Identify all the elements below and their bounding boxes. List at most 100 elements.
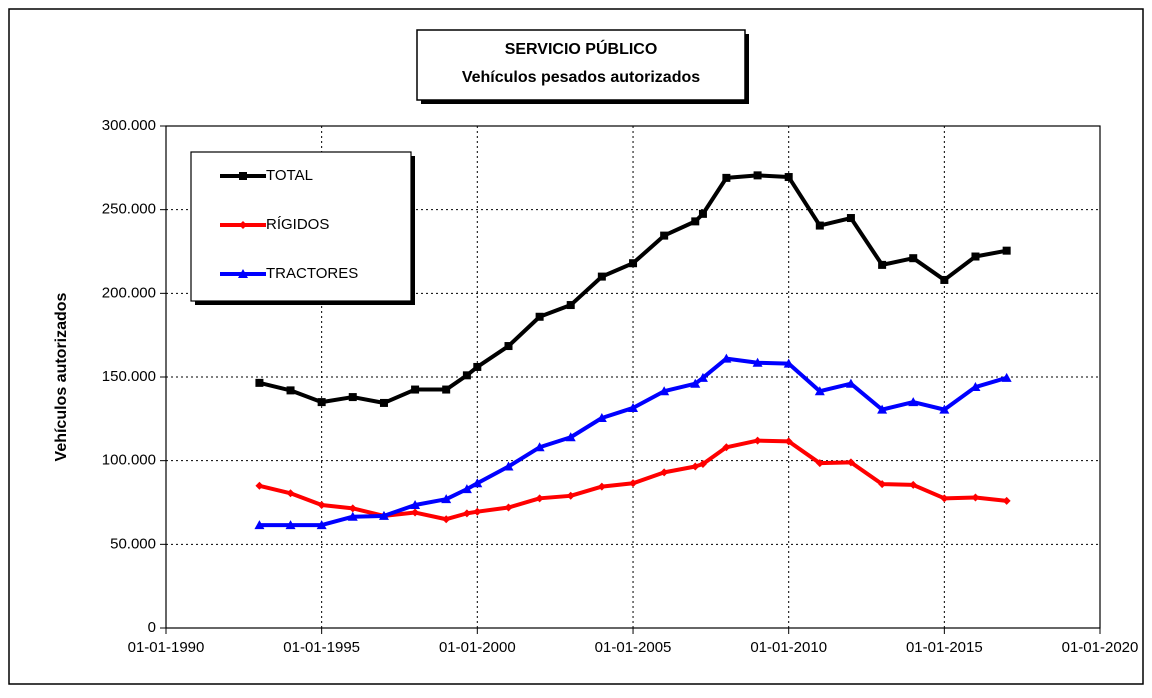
marker [909, 254, 918, 263]
marker [317, 501, 326, 510]
marker [698, 209, 707, 218]
x-tick-label: 01-01-2000 [439, 639, 516, 656]
y-tick-label: 150.000 [102, 368, 156, 385]
marker [317, 398, 326, 407]
marker [753, 436, 762, 445]
y-tick-label: 200.000 [102, 284, 156, 301]
marker [441, 494, 452, 504]
marker [878, 480, 887, 489]
marker [939, 404, 950, 414]
marker [878, 260, 887, 269]
marker [411, 385, 420, 394]
marker [721, 353, 732, 363]
x-tick-label: 01-01-1995 [283, 639, 360, 656]
marker [378, 510, 389, 520]
chart-subtitle: Vehículos pesados autorizados [462, 69, 700, 86]
marker [239, 221, 247, 229]
y-tick-label: 100.000 [102, 452, 156, 469]
title-box [416, 29, 746, 101]
y-axis-label: Vehículos autorizados [53, 292, 70, 461]
marker [784, 437, 793, 446]
marker [597, 482, 606, 491]
marker [690, 378, 701, 388]
marker [691, 217, 700, 226]
marker [1002, 496, 1011, 505]
marker [286, 386, 295, 395]
marker [566, 301, 575, 310]
marker [660, 468, 669, 477]
marker [503, 461, 514, 471]
marker [629, 479, 638, 488]
marker [535, 494, 544, 503]
marker [565, 432, 576, 442]
marker [461, 484, 472, 494]
marker [255, 481, 264, 490]
marker [698, 460, 707, 469]
legend-label: RÍGIDOS [266, 216, 329, 233]
marker [783, 358, 794, 368]
marker [238, 269, 248, 278]
marker [410, 500, 421, 510]
marker [753, 171, 762, 180]
y-tick-label: 250.000 [102, 201, 156, 218]
marker [472, 478, 483, 488]
marker [752, 357, 763, 367]
marker [348, 504, 357, 513]
marker [784, 173, 793, 182]
marker [971, 493, 980, 502]
marker [504, 342, 513, 351]
marker [629, 259, 638, 268]
marker [909, 480, 918, 489]
marker [442, 515, 451, 524]
legend-label: TOTAL [266, 167, 313, 184]
marker [504, 503, 513, 512]
marker [722, 443, 731, 452]
marker [1002, 246, 1011, 255]
marker [815, 221, 824, 230]
plot-border [165, 125, 1101, 629]
marker [254, 520, 265, 530]
marker [411, 508, 420, 517]
legend-label: TRACTORES [266, 265, 358, 282]
marker [722, 173, 731, 182]
marker [473, 507, 482, 516]
marker [691, 462, 700, 471]
y-tick-label: 50.000 [110, 535, 156, 552]
marker [814, 386, 825, 396]
marker [815, 459, 824, 468]
marker [846, 458, 855, 467]
marker [1001, 372, 1012, 382]
marker [348, 393, 357, 402]
marker [286, 489, 295, 498]
marker [462, 371, 471, 380]
marker [239, 172, 247, 180]
marker [971, 252, 980, 261]
marker [379, 398, 388, 407]
marker [347, 511, 358, 521]
chart-title: SERVICIO PÚBLICO [505, 39, 658, 58]
x-tick-label: 01-01-2020 [1062, 639, 1139, 656]
marker [877, 404, 888, 414]
marker [596, 412, 607, 422]
marker [908, 397, 919, 407]
y-tick-label: 0 [148, 619, 156, 636]
x-tick-label: 01-01-1990 [128, 639, 205, 656]
x-tick-label: 01-01-2010 [750, 639, 827, 656]
frame [8, 8, 1144, 685]
marker [697, 372, 708, 382]
marker [473, 362, 482, 371]
marker [255, 378, 264, 387]
marker [660, 231, 669, 240]
marker [940, 494, 949, 503]
marker [970, 382, 981, 392]
marker [462, 509, 471, 518]
x-tick-label: 01-01-2005 [595, 639, 672, 656]
marker [940, 275, 949, 284]
marker [566, 491, 575, 500]
marker [659, 386, 670, 396]
marker [534, 442, 545, 452]
x-tick-label: 01-01-2015 [906, 639, 983, 656]
marker [316, 520, 327, 530]
marker [442, 385, 451, 394]
